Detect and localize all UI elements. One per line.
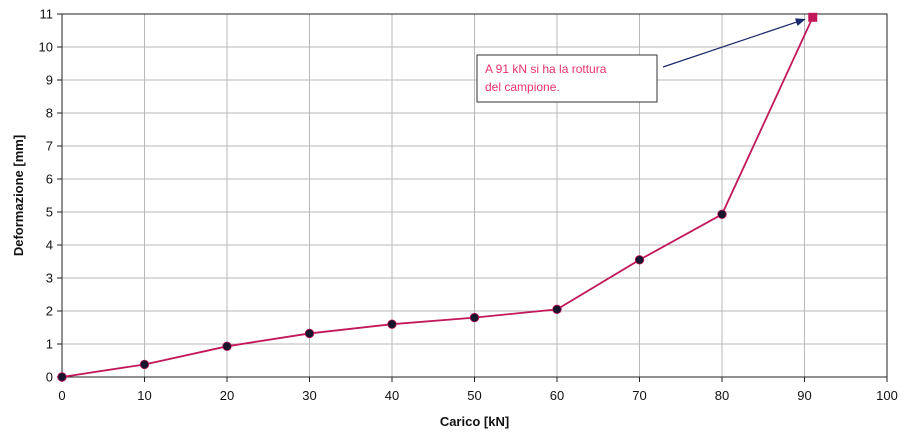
- y-axis-ticks: 0 1 2 3 4 5 6 7 8 9 10 11: [39, 7, 62, 385]
- data-point: [552, 304, 562, 315]
- y-tick-label: 11: [40, 7, 54, 22]
- y-tick-label: 2: [46, 304, 53, 319]
- y-tick-label: 9: [46, 73, 53, 88]
- data-point: [387, 319, 397, 329]
- annotation-text-line: del campione.: [485, 80, 560, 94]
- y-axis-title: Deformazione [mm]: [11, 135, 26, 256]
- x-tick-label: 10: [137, 388, 151, 403]
- data-point: [634, 255, 645, 265]
- y-tick-label: 8: [46, 106, 53, 121]
- series-line: [61, 16, 814, 378]
- annotation: A 91 kN si ha la rottura del campione.: [476, 18, 806, 103]
- x-tick-label: 0: [58, 388, 65, 403]
- x-tick-label: 100: [876, 388, 898, 403]
- y-tick-label: 5: [46, 205, 53, 220]
- y-tick-label: 3: [46, 271, 53, 286]
- data-point: [469, 312, 480, 323]
- x-tick-label: 70: [632, 388, 646, 403]
- y-tick-label: 10: [39, 40, 53, 55]
- x-tick-label: 30: [302, 388, 316, 403]
- series: [57, 12, 818, 382]
- x-tick-label: 20: [220, 388, 234, 403]
- y-tick-label: 7: [46, 139, 53, 154]
- data-point: [139, 359, 150, 370]
- y-tick-label: 1: [46, 337, 53, 352]
- annotation-box: [476, 54, 658, 103]
- x-axis-title: Carico [kN]: [440, 414, 509, 429]
- y-tick-label: 4: [46, 238, 53, 253]
- x-tick-label: 50: [467, 388, 481, 403]
- x-tick-label: 60: [550, 388, 564, 403]
- x-axis-ticks: 0 10 20 30 40 50 60 70 80 90 100: [58, 377, 898, 403]
- data-point: [57, 372, 67, 382]
- data-point: [222, 341, 232, 352]
- data-point: [717, 209, 727, 220]
- y-tick-label: 0: [46, 370, 53, 385]
- annotation-text-line: A 91 kN si ha la rottura: [485, 62, 607, 76]
- x-tick-label: 80: [715, 388, 729, 403]
- annotation-arrow: [662, 18, 806, 68]
- grid: [61, 13, 888, 378]
- data-point: [304, 328, 315, 339]
- data-point-rupture: [808, 12, 818, 22]
- y-tick-label: 6: [46, 172, 53, 187]
- x-tick-label: 40: [385, 388, 399, 403]
- x-tick-label: 90: [797, 388, 811, 403]
